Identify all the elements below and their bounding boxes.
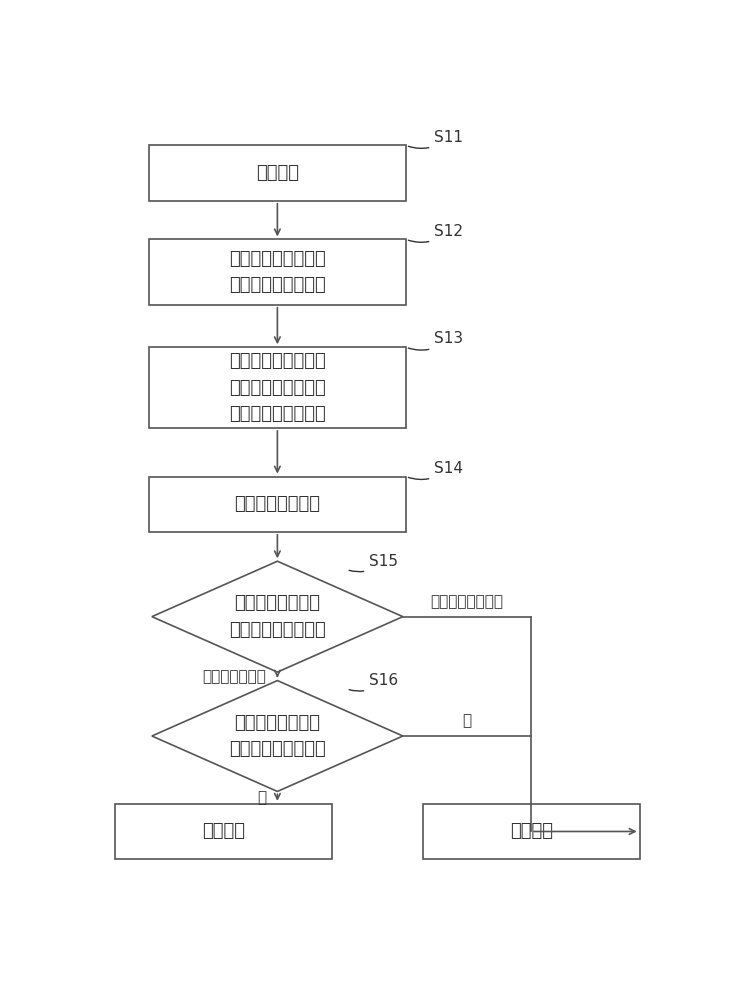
Text: 解锁成功: 解锁成功 bbox=[202, 822, 244, 840]
FancyBboxPatch shape bbox=[149, 347, 406, 428]
Text: S15: S15 bbox=[349, 554, 398, 572]
Text: 采集用户指纹信息: 采集用户指纹信息 bbox=[234, 495, 320, 513]
Polygon shape bbox=[152, 561, 403, 672]
Text: 与预设指纹不匹配: 与预设指纹不匹配 bbox=[431, 594, 503, 609]
Text: 第一指纹采集区域
是指定指纹采集区域: 第一指纹采集区域 是指定指纹采集区域 bbox=[229, 714, 326, 758]
Text: S14: S14 bbox=[408, 461, 463, 479]
Text: 点亮屏幕: 点亮屏幕 bbox=[256, 164, 299, 182]
FancyBboxPatch shape bbox=[149, 145, 406, 201]
Text: S16: S16 bbox=[349, 673, 398, 691]
Text: 将采集的指纹信息
与预存指纹信息比对: 将采集的指纹信息 与预存指纹信息比对 bbox=[229, 594, 326, 639]
Text: S13: S13 bbox=[408, 331, 464, 350]
FancyBboxPatch shape bbox=[115, 804, 331, 859]
FancyBboxPatch shape bbox=[422, 804, 640, 859]
Text: 提供一包括多个指纹
采集区域的锁屏界面: 提供一包括多个指纹 采集区域的锁屏界面 bbox=[229, 250, 326, 294]
FancyBboxPatch shape bbox=[149, 239, 406, 305]
Text: 解锁失败: 解锁失败 bbox=[510, 822, 553, 840]
Text: 否: 否 bbox=[462, 713, 472, 728]
Text: 是: 是 bbox=[257, 790, 266, 805]
Text: S12: S12 bbox=[408, 224, 463, 242]
Text: 与预设指纹匹配: 与预设指纹匹配 bbox=[202, 669, 266, 684]
Text: S11: S11 bbox=[408, 130, 463, 148]
FancyBboxPatch shape bbox=[149, 477, 406, 532]
Polygon shape bbox=[152, 681, 403, 791]
Text: 用户手指置于一指纹
采集区域时，记录其
为第一指纹采集区域: 用户手指置于一指纹 采集区域时，记录其 为第一指纹采集区域 bbox=[229, 352, 326, 423]
